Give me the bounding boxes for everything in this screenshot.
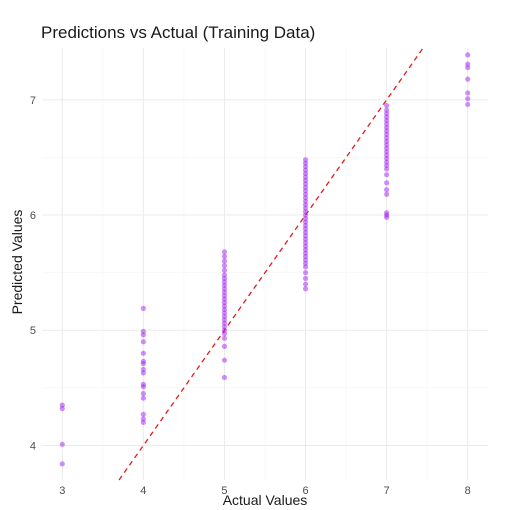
data-point [140,370,146,376]
data-point [140,419,146,425]
y-tick-label: 5 [30,325,36,337]
y-tick-label: 4 [30,440,36,452]
data-point [302,275,309,281]
x-tick-label: 7 [384,485,390,497]
data-point [221,263,228,269]
data-point [384,166,390,172]
data-point [59,441,65,447]
data-point [221,357,228,363]
data-point [140,384,146,390]
data-point [384,214,390,220]
y-tick-label: 7 [30,95,36,107]
data-point [140,332,146,338]
x-tick-label: 3 [59,485,65,497]
x-tick-label: 5 [221,485,227,497]
x-tick-label: 6 [302,485,308,497]
data-point [221,249,228,255]
x-tick-label: 4 [140,485,146,497]
data-point [465,64,471,71]
data-point [140,305,146,311]
data-point [465,96,471,102]
x-axis-label: Actual Values [223,492,308,508]
data-point [140,361,146,367]
data-point [140,391,146,397]
data-point [302,264,309,270]
data-point [140,339,146,345]
chart-title: Predictions vs Actual (Training Data) [41,23,315,42]
y-axis-label: Predicted Values [9,210,25,315]
data-point [221,343,228,349]
y-tick-label: 6 [30,210,36,222]
data-point [465,101,471,108]
y-axis-ticks: 4 5 6 7 [30,95,36,453]
data-point [465,76,471,82]
data-point [221,374,228,381]
data-point [140,395,146,401]
data-point [465,52,471,58]
data-point [59,461,65,467]
reference-line-layer [118,47,424,481]
data-points [59,52,471,467]
data-point [384,103,390,109]
data-point [384,191,390,197]
data-point [302,281,309,287]
reference-line [118,47,424,481]
data-point [140,411,146,417]
data-point [221,335,228,341]
x-axis-ticks: 3 4 5 6 7 8 [59,485,471,497]
data-point [221,267,228,273]
data-point [140,350,146,356]
data-point [302,270,309,276]
data-point [59,405,65,412]
x-tick-label: 8 [465,485,471,497]
grid [42,48,488,480]
data-point [384,172,390,178]
data-point [465,90,471,96]
data-point [221,253,228,260]
data-point [302,286,309,292]
data-point [221,331,228,337]
data-point [384,180,390,186]
data-point [221,258,228,264]
data-point [384,187,390,193]
